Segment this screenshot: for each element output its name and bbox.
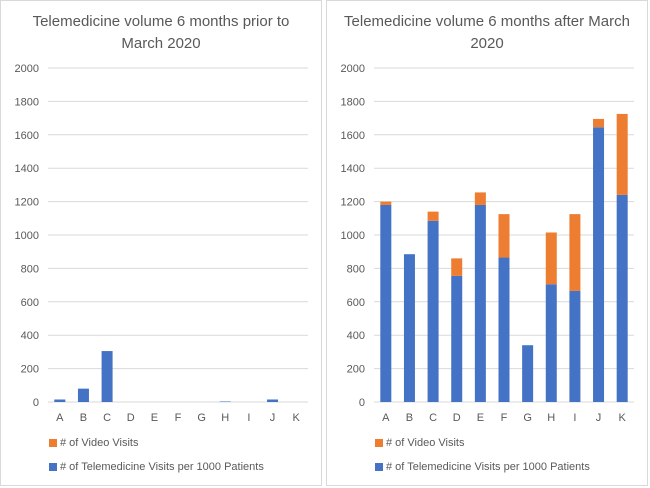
bar-telemedicine bbox=[545, 284, 557, 402]
y-tick-label: 400 bbox=[347, 330, 365, 342]
x-tick-label: I bbox=[247, 412, 250, 424]
legend-label-telemedicine: # of Telemedicine Visits per 1000 Patien… bbox=[386, 461, 590, 473]
bar-telemedicine bbox=[451, 275, 463, 402]
y-tick-label: 1200 bbox=[15, 197, 39, 209]
x-tick-label: J bbox=[270, 412, 276, 424]
bar-video bbox=[474, 192, 486, 205]
bar-telemedicine bbox=[522, 345, 534, 402]
x-tick-label: F bbox=[175, 412, 182, 424]
x-tick-label: G bbox=[523, 412, 532, 424]
x-tick-label: B bbox=[80, 412, 87, 424]
y-tick-label: 1600 bbox=[341, 130, 365, 142]
y-tick-label: 1400 bbox=[341, 163, 365, 175]
bar-video bbox=[616, 113, 628, 195]
bar-telemedicine bbox=[219, 401, 231, 402]
legend-item-video: # of Video Visits bbox=[375, 437, 464, 449]
y-tick-label: 600 bbox=[347, 297, 365, 309]
chart-plot-before: 0 200 400 600 800 1000 1200 1400 1600 1800 2000 A B C… bbox=[15, 63, 308, 424]
legend-item-telemedicine: # of Telemedicine Visits per 1000 Patien… bbox=[49, 461, 264, 473]
x-tick-label: A bbox=[382, 412, 390, 424]
x-tick-label: B bbox=[406, 412, 413, 424]
chart-title: Telemedicine volume 6 months prior to Ma… bbox=[32, 13, 290, 52]
x-tick-label: C bbox=[103, 412, 111, 424]
y-tick-label: 1000 bbox=[341, 230, 365, 242]
y-tick-label: 1600 bbox=[15, 130, 39, 142]
x-tick-label: G bbox=[197, 412, 206, 424]
chart-panel-before: Telemedicine volume 6 months prior to Ma… bbox=[0, 0, 322, 486]
y-tick-label: 0 bbox=[33, 397, 39, 409]
y-tick-label: 600 bbox=[21, 297, 39, 309]
y-tick-label: 800 bbox=[347, 263, 365, 275]
bar-telemedicine bbox=[380, 204, 392, 402]
bar-telemedicine bbox=[54, 399, 66, 402]
bar-video bbox=[451, 258, 463, 276]
y-tick-label: 1400 bbox=[15, 163, 39, 175]
bar-telemedicine bbox=[101, 351, 113, 402]
x-tick-label: K bbox=[293, 412, 301, 424]
legend-swatch-telemedicine bbox=[49, 463, 57, 471]
chart-panel-after: Telemedicine volume 6 months after March… bbox=[326, 0, 648, 486]
bar-telemedicine bbox=[474, 204, 486, 402]
bar-video bbox=[380, 201, 392, 205]
y-tick-label: 200 bbox=[21, 364, 39, 376]
y-tick-label: 2000 bbox=[15, 63, 39, 75]
x-tick-label: H bbox=[547, 412, 555, 424]
legend-label-video: # of Video Visits bbox=[386, 437, 465, 449]
bar-telemedicine bbox=[267, 399, 279, 402]
bar-telemedicine bbox=[593, 127, 605, 402]
y-tick-label: 0 bbox=[359, 397, 365, 409]
x-tick-label: F bbox=[501, 412, 508, 424]
y-tick-label: 2000 bbox=[341, 63, 365, 75]
y-tick-label: 800 bbox=[21, 263, 39, 275]
legend-swatch-telemedicine bbox=[375, 463, 383, 471]
bar-video bbox=[427, 211, 439, 221]
bar-video bbox=[498, 214, 510, 258]
y-tick-label: 1800 bbox=[15, 96, 39, 108]
bar-video bbox=[569, 214, 581, 291]
bar-telemedicine bbox=[427, 220, 439, 402]
x-tick-label: E bbox=[151, 412, 158, 424]
bar-telemedicine bbox=[498, 257, 510, 402]
x-tick-label: D bbox=[127, 412, 135, 424]
bar-telemedicine bbox=[569, 290, 581, 402]
legend-label-video: # of Video Visits bbox=[60, 437, 139, 449]
x-tick-label: A bbox=[56, 412, 64, 424]
x-tick-label: K bbox=[619, 412, 627, 424]
y-tick-label: 400 bbox=[21, 330, 39, 342]
y-tick-label: 1200 bbox=[341, 197, 365, 209]
legend-swatch-video bbox=[49, 439, 57, 447]
y-tick-label: 200 bbox=[347, 364, 365, 376]
x-tick-label: J bbox=[596, 412, 602, 424]
y-tick-label: 1000 bbox=[15, 230, 39, 242]
legend-swatch-video bbox=[375, 439, 383, 447]
chart-plot-after: 0 200 400 600 800 1000 1200 1400 1600 1800 2000 A B C… bbox=[341, 63, 634, 424]
x-tick-label: C bbox=[429, 412, 437, 424]
legend-item-telemedicine: # of Telemedicine Visits per 1000 Patien… bbox=[375, 461, 590, 473]
legend-label-telemedicine: # of Telemedicine Visits per 1000 Patien… bbox=[60, 461, 264, 473]
x-tick-label: I bbox=[573, 412, 576, 424]
bar-video bbox=[545, 232, 557, 285]
x-tick-label: E bbox=[477, 412, 484, 424]
bar-video bbox=[593, 118, 605, 128]
y-tick-label: 1800 bbox=[341, 96, 365, 108]
chart-title: Telemedicine volume 6 months after March… bbox=[344, 13, 630, 52]
x-tick-label: H bbox=[221, 412, 229, 424]
bar-telemedicine bbox=[403, 254, 415, 402]
bar-telemedicine bbox=[77, 388, 89, 402]
bar-telemedicine bbox=[616, 194, 628, 402]
x-tick-label: D bbox=[453, 412, 461, 424]
legend-item-video: # of Video Visits bbox=[49, 437, 138, 449]
